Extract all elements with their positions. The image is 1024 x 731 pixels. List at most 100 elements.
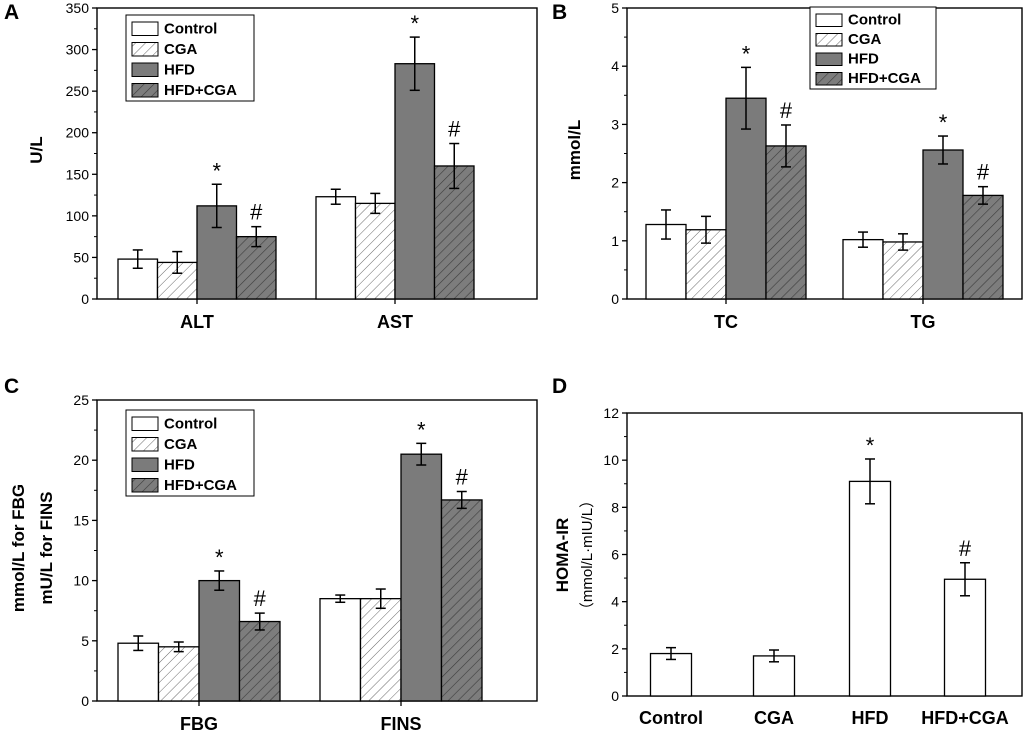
bar <box>440 499 483 702</box>
legend-swatch <box>131 62 159 77</box>
bar <box>394 63 436 300</box>
panel-b: B mmol/L 0 1 2 3 4 5 * # TC * # TG Control CGA HFD HFD+… <box>552 0 1023 332</box>
x-category-label: HFD <box>852 708 889 728</box>
x-category-label: FBG <box>180 714 218 731</box>
y-tick-label: 0 <box>81 291 89 307</box>
y-tick-label: 1 <box>611 233 619 249</box>
x-category-label: ALT <box>180 312 214 332</box>
legend-label: HFD <box>164 457 195 474</box>
y-tick-label: 2 <box>611 175 619 191</box>
y-tick-label: 20 <box>73 452 89 468</box>
y-tick-label: 150 <box>66 166 90 182</box>
bar <box>649 652 693 697</box>
legend-swatch <box>815 72 843 86</box>
legend-label: HFD+CGA <box>848 70 921 87</box>
significance-hash: # <box>250 200 263 225</box>
legend-label: CGA <box>164 436 198 453</box>
x-category-label: HFD+CGA <box>921 708 1009 728</box>
x-category-label: TC <box>714 312 738 332</box>
legend-swatch <box>131 437 159 452</box>
legend-label: HFD <box>848 51 879 68</box>
significance-star: * <box>417 417 426 442</box>
panel-c: C mmol/L for FBG mU/L for FINS 0 5 10 15 20 2… <box>4 375 538 731</box>
bar <box>315 196 357 300</box>
legend-swatch <box>131 416 159 431</box>
legend-swatch <box>131 21 159 36</box>
y-axis-title: U/L <box>27 136 46 163</box>
bar <box>725 97 767 300</box>
significance-hash: # <box>448 117 461 142</box>
legend-swatch <box>815 33 843 47</box>
y-axis-title-line-1: HOMA-IR <box>553 518 572 593</box>
y-tick-label: 6 <box>611 547 619 563</box>
legend-swatch <box>131 83 159 98</box>
legend-swatch <box>815 52 843 66</box>
legend-swatch <box>131 478 159 493</box>
bar <box>765 145 807 300</box>
y-tick-label: 300 <box>66 42 90 58</box>
legend-swatch <box>815 13 843 27</box>
legend-label: CGA <box>848 31 882 48</box>
significance-star: * <box>212 158 221 183</box>
panel-letter: A <box>4 1 19 24</box>
y-tick-label: 5 <box>611 0 619 16</box>
x-category-label: TG <box>911 312 936 332</box>
significance-star: * <box>410 11 419 36</box>
bar <box>157 646 200 702</box>
bar <box>922 149 964 300</box>
bar <box>400 453 443 702</box>
y-axis-title-line-1: mmol/L for FBG <box>9 484 28 612</box>
bar <box>842 238 884 300</box>
bar <box>752 655 796 697</box>
y-axis-title-line-2: mU/L for FINS <box>37 491 56 604</box>
y-tick-label: 0 <box>611 688 619 704</box>
bar <box>359 598 402 702</box>
y-tick-label: 0 <box>611 291 619 307</box>
x-category-label: FINS <box>380 714 421 731</box>
legend-label: Control <box>164 416 217 433</box>
bar <box>354 202 396 300</box>
x-category-label: Control <box>639 708 703 728</box>
significance-star: * <box>742 41 751 66</box>
significance-hash: # <box>780 98 793 123</box>
y-tick-label: 0 <box>81 693 89 709</box>
legend-swatch <box>131 42 159 57</box>
bar <box>962 194 1004 300</box>
legend-label: HFD+CGA <box>164 477 237 494</box>
y-tick-label: 15 <box>73 512 89 528</box>
bar <box>848 480 892 697</box>
y-tick-label: 4 <box>611 594 619 610</box>
y-tick-label: 50 <box>73 249 89 265</box>
x-category-label: CGA <box>754 708 794 728</box>
bar <box>943 578 987 697</box>
panel-letter: C <box>4 375 19 398</box>
legend-label: HFD+CGA <box>164 82 237 99</box>
legend-label: CGA <box>164 41 198 58</box>
y-tick-label: 2 <box>611 641 619 657</box>
y-tick-label: 25 <box>73 392 89 408</box>
bar <box>198 579 241 702</box>
panel-letter: D <box>552 375 567 398</box>
y-tick-label: 350 <box>66 0 90 16</box>
panel-a: A U/L 0 50 100 150 200 250 300 350 * # ALT * # AST Con… <box>4 0 538 332</box>
significance-hash: # <box>254 586 267 611</box>
panel-letter: B <box>552 1 567 24</box>
legend-label: Control <box>164 21 217 38</box>
x-category-label: AST <box>377 312 413 332</box>
y-tick-label: 10 <box>73 573 89 589</box>
bar <box>238 620 281 702</box>
y-tick-label: 8 <box>611 499 619 515</box>
significance-hash: # <box>959 536 972 561</box>
legend-swatch <box>131 457 159 472</box>
y-tick-label: 4 <box>611 58 619 74</box>
legend-label: Control <box>848 12 901 29</box>
legend-label: HFD <box>164 62 195 79</box>
y-tick-label: 3 <box>611 116 619 132</box>
y-tick-label: 250 <box>66 83 90 99</box>
bar <box>319 598 362 702</box>
y-tick-label: 12 <box>603 405 619 421</box>
y-tick-label: 5 <box>81 633 89 649</box>
y-tick-label: 100 <box>66 208 90 224</box>
significance-star: * <box>939 110 948 135</box>
